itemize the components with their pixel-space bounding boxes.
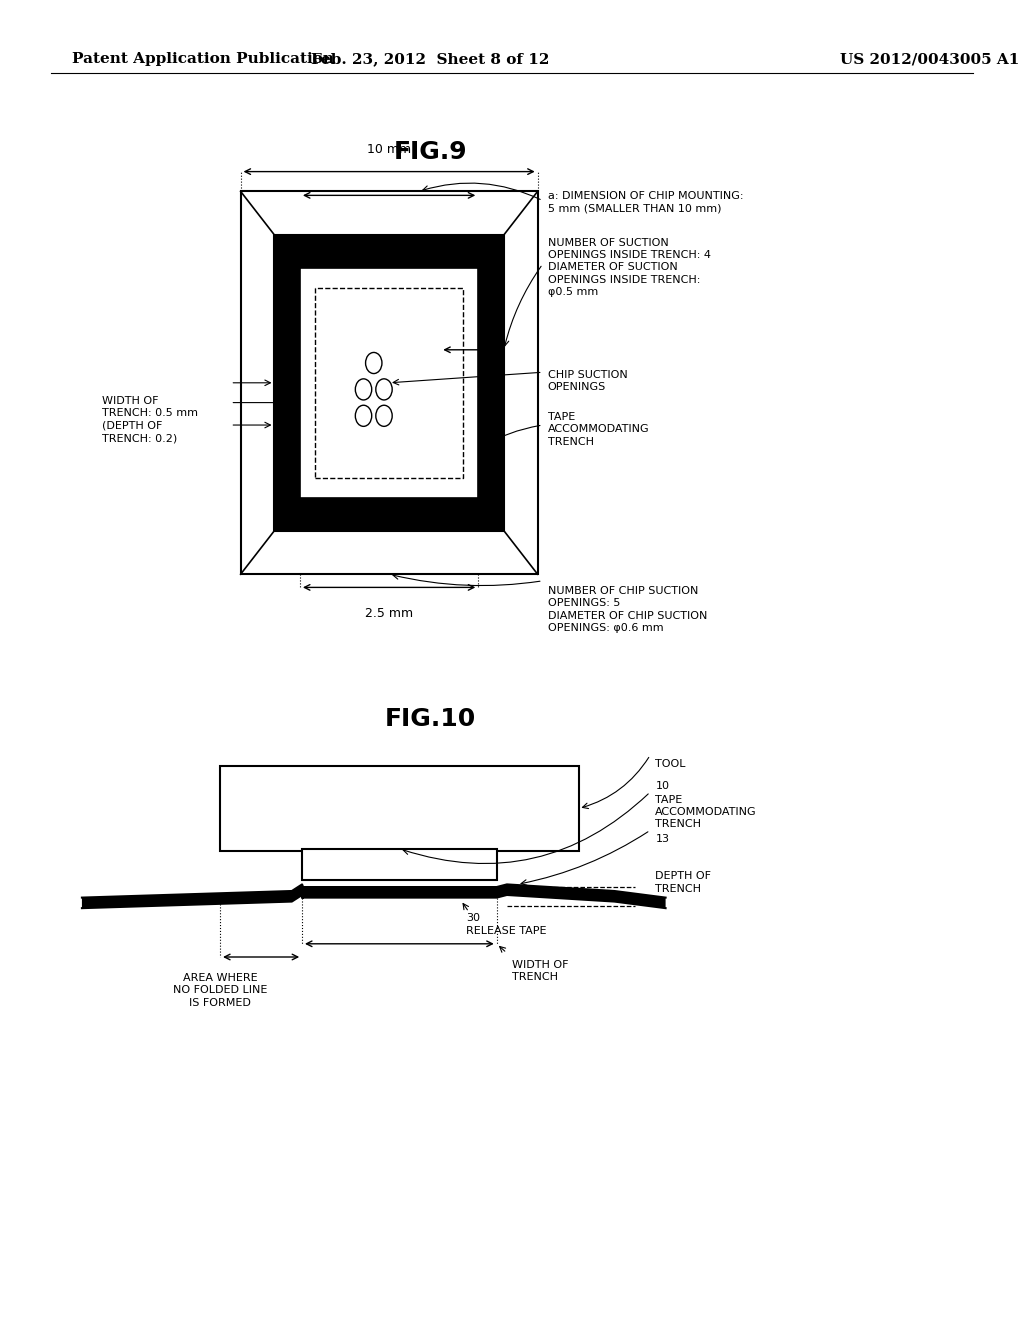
Text: AREA WHERE
NO FOLDED LINE
IS FORMED: AREA WHERE NO FOLDED LINE IS FORMED xyxy=(173,973,267,1007)
Text: TOOL: TOOL xyxy=(655,759,686,770)
Text: TAPE
ACCOMMODATING
TRENCH: TAPE ACCOMMODATING TRENCH xyxy=(655,795,757,829)
Text: 10 mm: 10 mm xyxy=(367,143,412,156)
Text: FIG.9: FIG.9 xyxy=(393,140,467,164)
Text: Feb. 23, 2012  Sheet 8 of 12: Feb. 23, 2012 Sheet 8 of 12 xyxy=(311,53,549,66)
Bar xyxy=(274,235,504,531)
Text: 10: 10 xyxy=(655,781,670,792)
Text: 10: 10 xyxy=(489,343,506,356)
Bar xyxy=(300,268,478,498)
Text: TAPE
ACCOMMODATING
TRENCH: TAPE ACCOMMODATING TRENCH xyxy=(548,412,649,446)
Text: NUMBER OF CHIP SUCTION
OPENINGS: 5
DIAMETER OF CHIP SUCTION
OPENINGS: φ0.6 mm: NUMBER OF CHIP SUCTION OPENINGS: 5 DIAME… xyxy=(548,586,708,634)
Polygon shape xyxy=(82,884,666,908)
Text: US 2012/0043005 A1: US 2012/0043005 A1 xyxy=(840,53,1019,66)
Text: FIG.10: FIG.10 xyxy=(384,708,476,731)
Text: DEPTH OF
TRENCH: DEPTH OF TRENCH xyxy=(655,871,712,894)
Bar xyxy=(241,191,538,574)
Text: WIDTH OF
TRENCH: WIDTH OF TRENCH xyxy=(512,960,568,982)
Bar xyxy=(315,288,463,478)
Text: a: DIMENSION OF CHIP MOUNTING:
5 mm (SMALLER THAN 10 mm): a: DIMENSION OF CHIP MOUNTING: 5 mm (SMA… xyxy=(548,191,743,214)
Text: Patent Application Publication: Patent Application Publication xyxy=(72,53,334,66)
Text: 13: 13 xyxy=(655,834,670,845)
Text: 30
RELEASE TAPE: 30 RELEASE TAPE xyxy=(466,913,547,936)
Bar xyxy=(220,766,579,851)
Text: 2.5 mm: 2.5 mm xyxy=(366,607,413,620)
Text: CHIP SUCTION
OPENINGS: CHIP SUCTION OPENINGS xyxy=(548,370,628,392)
Text: NUMBER OF SUCTION
OPENINGS INSIDE TRENCH: 4
DIAMETER OF SUCTION
OPENINGS INSIDE : NUMBER OF SUCTION OPENINGS INSIDE TRENCH… xyxy=(548,238,711,297)
Bar xyxy=(302,849,497,880)
Text: WIDTH OF
TRENCH: 0.5 mm
(DEPTH OF
TRENCH: 0.2): WIDTH OF TRENCH: 0.5 mm (DEPTH OF TRENCH… xyxy=(102,396,199,444)
